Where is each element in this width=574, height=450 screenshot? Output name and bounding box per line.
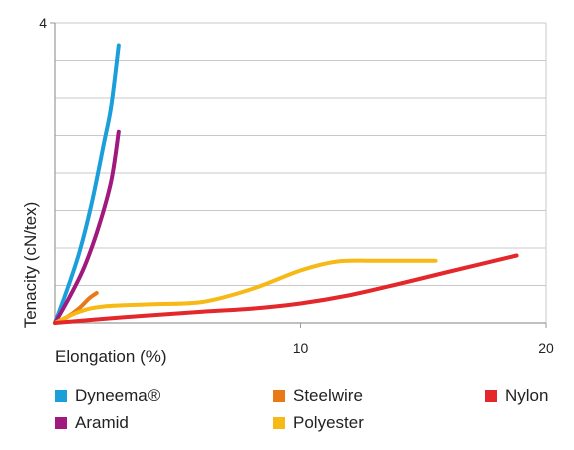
x-axis-label: Elongation (%)	[55, 347, 167, 366]
series-line-nylon	[53, 253, 519, 325]
legend-item-dyneema: Dyneema®	[55, 386, 160, 406]
y-axis-label: Tenacity (cN/tex)	[21, 202, 40, 329]
legend-label: Steelwire	[293, 386, 363, 405]
y-tick-label: 4	[39, 15, 47, 31]
legend-swatch	[273, 390, 285, 402]
legend-swatch	[55, 417, 67, 429]
legend-item-aramid: Aramid	[55, 413, 129, 433]
series-line-aramid	[53, 129, 121, 325]
legend-item-polyester: Polyester	[273, 413, 364, 433]
axes: 4 10 20	[39, 15, 554, 356]
legend-label: Nylon	[505, 386, 549, 405]
x-tick-label: 10	[293, 340, 309, 356]
legend-label: Polyester	[293, 413, 364, 432]
legend-label: Aramid	[75, 413, 129, 432]
line-chart: 4 10 20 Tenacity (cN/tex) Elongation (%)	[21, 15, 554, 366]
x-tick-label: 20	[538, 340, 554, 356]
legend-item-steelwire: Steelwire	[273, 386, 363, 406]
series-lines	[53, 43, 519, 325]
legend-swatch	[273, 417, 285, 429]
gridlines	[55, 22, 547, 323]
legend-item-nylon: Nylon	[485, 386, 548, 406]
series-line-polyester	[53, 258, 438, 325]
legend-swatch	[55, 390, 67, 402]
series-line-dyneema	[53, 43, 121, 325]
legend-label: Dyneema®	[75, 386, 161, 405]
legend-swatch	[485, 390, 497, 402]
